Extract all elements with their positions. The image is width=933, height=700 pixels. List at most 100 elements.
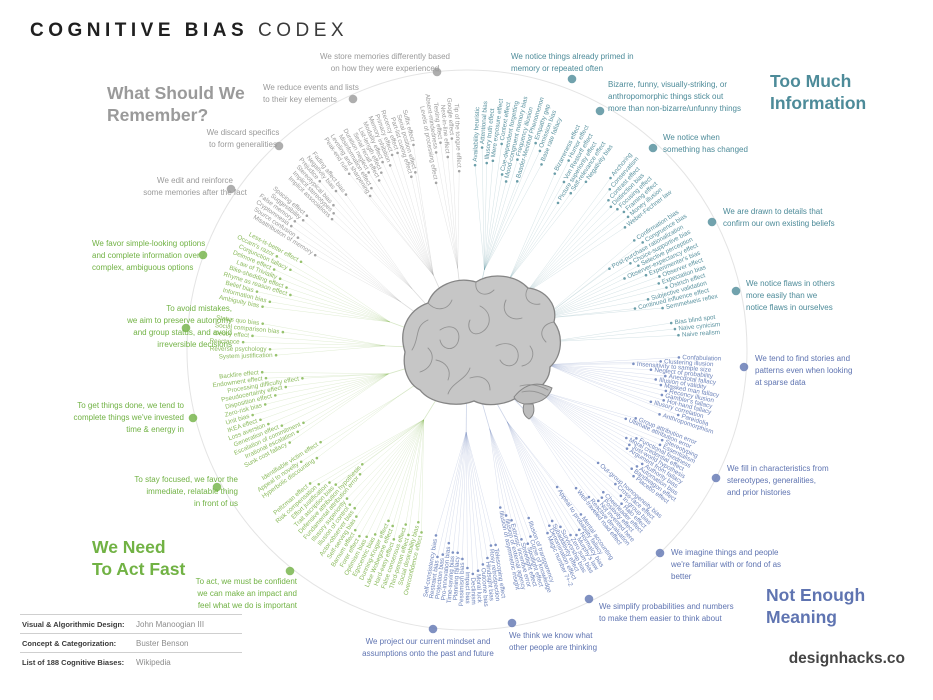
bias-dot: [658, 275, 661, 278]
credit-label: List of 188 Cognitive Biases:: [22, 657, 125, 667]
bias-dot: [567, 159, 570, 162]
bias-dot: [628, 443, 631, 447]
bias-dot: [646, 298, 650, 301]
bias-dot: [299, 260, 303, 264]
bias-dot: [500, 173, 504, 176]
bias-dot: [355, 515, 358, 518]
bias-dot: [476, 569, 480, 573]
bias-dot: [504, 514, 508, 517]
bias-dot: [649, 368, 653, 372]
annotation-dot-discard-specifics: [274, 141, 284, 151]
bias-dot: [365, 535, 368, 539]
bias-dot: [640, 462, 644, 466]
bias-dot: [457, 169, 461, 173]
bias-dot: [677, 356, 681, 359]
bias-label: Testing effect: [432, 102, 444, 140]
bias-dot: [387, 519, 390, 523]
bias-dot: [634, 417, 637, 420]
bias-dot: [534, 141, 537, 145]
branch-lines: [243, 138, 679, 574]
quadrant-label-too-much-information: Too Much Information: [770, 71, 867, 114]
annotation-bizarre-things: Bizarre, funny, visually-striking, or an…: [608, 80, 741, 113]
bias-dot: [637, 264, 640, 267]
bias-dot: [446, 155, 450, 159]
annotation-dot-primed-memory: [567, 74, 577, 84]
bias-dot: [616, 207, 619, 211]
bias-dot: [485, 161, 489, 165]
bias-dot: [625, 436, 628, 440]
bias-dot: [526, 542, 530, 545]
bias-dot: [515, 180, 519, 183]
bias-dot: [660, 393, 664, 397]
bias-dot: [289, 224, 293, 228]
annotation-dot-simple-options: [198, 250, 208, 260]
bias-dot: [504, 180, 508, 183]
annotation-simplify-probabilities: We simplify probabilities and numbers to…: [599, 602, 734, 623]
credit-label: Visual & Algorithmic Design:: [22, 619, 125, 629]
annotation-dot-find-stories: [739, 362, 749, 372]
bias-dot: [538, 149, 542, 153]
bias-dot: [334, 189, 338, 193]
brain-illustration: [402, 275, 561, 420]
bias-dot: [447, 541, 451, 545]
bias-dot: [319, 440, 322, 444]
bias-dot: [632, 474, 635, 478]
bias-dot: [529, 535, 532, 538]
bias-dot: [661, 306, 664, 310]
bias-dot: [491, 159, 495, 163]
bias-label: Confabulation: [682, 354, 722, 362]
bias-dot: [392, 538, 396, 541]
bias-dot: [569, 191, 573, 195]
bias-dot: [377, 179, 381, 182]
bias-dot: [353, 528, 357, 532]
bias-dot: [274, 353, 278, 357]
bias-dot: [456, 551, 459, 555]
credit-value: Buster Benson: [136, 638, 189, 648]
title-bold: COGNITIVE BIAS: [30, 20, 249, 41]
bias-label: Naive realism: [682, 329, 721, 339]
quadrant-label-remember: What Should We Remember?: [107, 83, 245, 126]
bias-dot: [347, 172, 351, 176]
bias-dot: [556, 201, 560, 205]
bias-dot: [622, 210, 626, 214]
annotation-ring: [186, 69, 748, 631]
bias-dot: [555, 485, 559, 489]
bias-dot: [559, 525, 562, 529]
bias-label: Pessimism bias: [458, 562, 466, 606]
title-light: CODEX: [257, 20, 349, 41]
bias-dot: [602, 490, 605, 494]
bias-dot: [313, 253, 317, 257]
bias-dot: [259, 418, 262, 422]
credits-row: List of 188 Cognitive Biases: Wikipedia: [20, 653, 242, 671]
bias-dot: [273, 394, 277, 397]
bias-label: Naive cynicism: [678, 321, 720, 332]
bias-dot: [328, 481, 331, 484]
bias-dot: [317, 482, 321, 486]
bias-dot: [649, 400, 653, 404]
annotation-get-things-done: To get things done, we tend to complete …: [73, 401, 184, 434]
bias-label: Next-in-line effect: [439, 104, 451, 154]
bias-dot: [632, 362, 635, 366]
bias-dot: [677, 333, 680, 337]
bias-dot: [315, 456, 319, 460]
annotation-simple-options: We favor simple-looking options and comp…: [92, 239, 206, 272]
bias-label: Availability heuristic: [472, 107, 481, 162]
bias-dot: [480, 146, 484, 149]
annotation-dot-think-we-know: [507, 618, 517, 628]
annotation-imagine-familiar: We imagine things and people we're famil…: [671, 548, 782, 581]
bias-label: Moral luck: [475, 574, 483, 604]
quadrant-label-act-fast: We Need To Act Fast: [92, 537, 186, 580]
bias-dot: [388, 164, 392, 167]
bias-dot: [597, 499, 600, 503]
annotation-think-we-know: We think we know what other people are t…: [509, 631, 598, 652]
bias-dot: [562, 180, 566, 184]
bias-dot: [318, 179, 322, 183]
bias-dot: [659, 360, 662, 363]
bias-label: Projection bias: [434, 558, 446, 600]
bias-dot: [308, 482, 312, 485]
annotation-dot-flaws-in-others: [731, 286, 741, 296]
bias-dot: [654, 378, 658, 381]
bias-dot: [632, 239, 636, 242]
